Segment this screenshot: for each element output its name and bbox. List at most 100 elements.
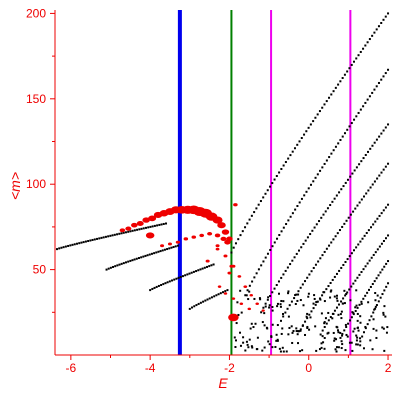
black-cloud-point-111 bbox=[278, 292, 281, 295]
black-point-b9-15 bbox=[350, 285, 353, 288]
black-cloud-point-139 bbox=[320, 346, 323, 349]
black-point-b10-3 bbox=[345, 325, 348, 328]
black-cloud-point-118 bbox=[373, 308, 376, 311]
black-cloud-point-25 bbox=[339, 331, 342, 334]
black-point-b8-7 bbox=[314, 303, 317, 306]
black-cloud-point-147 bbox=[268, 343, 271, 346]
black-point-b5-32 bbox=[316, 173, 319, 176]
black-cloud-point-135 bbox=[329, 296, 332, 299]
black-cloud-point-157 bbox=[282, 350, 285, 353]
black-cloud-point-56 bbox=[295, 330, 298, 333]
black-cloud-point-151 bbox=[306, 312, 309, 315]
black-point-b2-15 bbox=[181, 275, 184, 278]
black-point-b9-2 bbox=[323, 325, 326, 328]
black-point-b4-57 bbox=[359, 50, 362, 53]
black-cloud-point-141 bbox=[331, 317, 334, 320]
black-point-b3-15 bbox=[222, 291, 225, 294]
black-cloud-point-89 bbox=[322, 291, 325, 294]
black-cloud-point-86 bbox=[247, 298, 250, 301]
black-cloud-point-187 bbox=[240, 311, 243, 314]
black-point-b5-46 bbox=[348, 125, 351, 128]
black-cloud-point-33 bbox=[297, 342, 300, 345]
black-cloud-point-125 bbox=[355, 339, 358, 342]
black-point-b6-13 bbox=[289, 263, 292, 266]
black-cloud-point-54 bbox=[280, 299, 283, 302]
black-point-b10-18 bbox=[373, 280, 376, 283]
black-cloud-point-194 bbox=[234, 339, 237, 342]
black-point-b11-14 bbox=[385, 285, 388, 288]
black-cloud-point-73 bbox=[382, 311, 385, 314]
y-axis-title: <m> bbox=[7, 172, 23, 200]
black-cloud-point-175 bbox=[344, 349, 347, 352]
black-point-b4-56 bbox=[357, 54, 360, 57]
black-point-b7-4 bbox=[288, 304, 291, 307]
black-point-b4-43 bbox=[328, 96, 331, 99]
black-point-b7-27 bbox=[338, 229, 341, 232]
black-cloud-point-126 bbox=[282, 300, 285, 303]
black-cloud-point-127 bbox=[352, 312, 355, 315]
axes bbox=[54, 10, 392, 356]
black-point-b7-42 bbox=[371, 183, 374, 186]
black-cloud-point-23 bbox=[340, 347, 343, 350]
black-cloud-point-62 bbox=[271, 323, 274, 326]
black-point-b0-47 bbox=[160, 223, 163, 226]
black-point-b3-12 bbox=[215, 294, 218, 297]
black-point-b11-7 bbox=[372, 311, 375, 314]
black-point-b8-28 bbox=[359, 240, 362, 243]
black-cloud-point-200 bbox=[356, 343, 359, 346]
black-point-b6-31 bbox=[329, 204, 332, 207]
black-point-b6-5 bbox=[271, 291, 274, 294]
black-cloud-point-153 bbox=[340, 310, 343, 313]
black-point-b2-17 bbox=[186, 273, 189, 276]
black-cloud-point-42 bbox=[372, 318, 375, 321]
black-point-b9-20 bbox=[360, 271, 363, 274]
black-point-b5-27 bbox=[305, 190, 308, 193]
black-point-b10-6 bbox=[350, 316, 353, 319]
red-point-21 bbox=[160, 244, 165, 248]
black-point-b7-36 bbox=[358, 201, 361, 204]
black-point-b4-6 bbox=[244, 226, 247, 229]
black-point-b5-40 bbox=[334, 145, 337, 148]
black-point-b1-25 bbox=[159, 250, 162, 253]
black-point-b5-25 bbox=[300, 197, 303, 200]
black-point-b3-10 bbox=[210, 296, 213, 299]
black-point-b5-61 bbox=[382, 75, 385, 78]
black-cloud-point-179 bbox=[255, 348, 258, 351]
black-point-b6-56 bbox=[384, 126, 387, 129]
black-point-b7-49 bbox=[387, 162, 390, 165]
black-point-b9-1 bbox=[321, 329, 324, 332]
black-cloud-point-69 bbox=[282, 312, 285, 315]
black-point-b8-15 bbox=[331, 278, 334, 281]
red-point-42 bbox=[239, 302, 244, 306]
black-point-b7-11 bbox=[304, 280, 307, 283]
black-cloud-point-128 bbox=[341, 343, 344, 346]
black-cloud-point-38 bbox=[301, 324, 304, 327]
black-point-b9-33 bbox=[387, 234, 390, 237]
black-point-b1-21 bbox=[150, 252, 153, 255]
black-cloud-point-138 bbox=[309, 316, 312, 319]
black-point-b2-20 bbox=[192, 270, 195, 273]
black-point-b0-29 bbox=[120, 232, 123, 235]
black-cloud-point-170 bbox=[301, 349, 304, 352]
black-point-b4-61 bbox=[368, 38, 371, 41]
black-point-b4-60 bbox=[366, 41, 369, 44]
black-point-b6-53 bbox=[378, 135, 381, 138]
black-point-b0-23 bbox=[107, 235, 110, 238]
black-point-b1-10 bbox=[127, 260, 130, 263]
black-point-b10-25 bbox=[387, 260, 390, 263]
black-cloud-point-210 bbox=[349, 299, 352, 302]
black-point-b9-3 bbox=[325, 322, 328, 325]
black-point-b2-9 bbox=[168, 280, 171, 283]
black-point-b2-0 bbox=[149, 289, 152, 292]
black-cloud-point-122 bbox=[313, 297, 316, 300]
black-point-b0-17 bbox=[93, 238, 96, 241]
black-point-b5-56 bbox=[371, 91, 374, 94]
black-cloud-point-114 bbox=[335, 297, 338, 300]
black-point-b8-19 bbox=[340, 266, 343, 269]
black-point-b10-11 bbox=[360, 300, 363, 303]
black-point-b0-49 bbox=[165, 222, 168, 225]
red-point-3 bbox=[136, 220, 144, 227]
black-cloud-point-58 bbox=[341, 302, 344, 305]
black-point-b5-52 bbox=[362, 105, 365, 108]
black-point-b5-7 bbox=[260, 264, 263, 267]
